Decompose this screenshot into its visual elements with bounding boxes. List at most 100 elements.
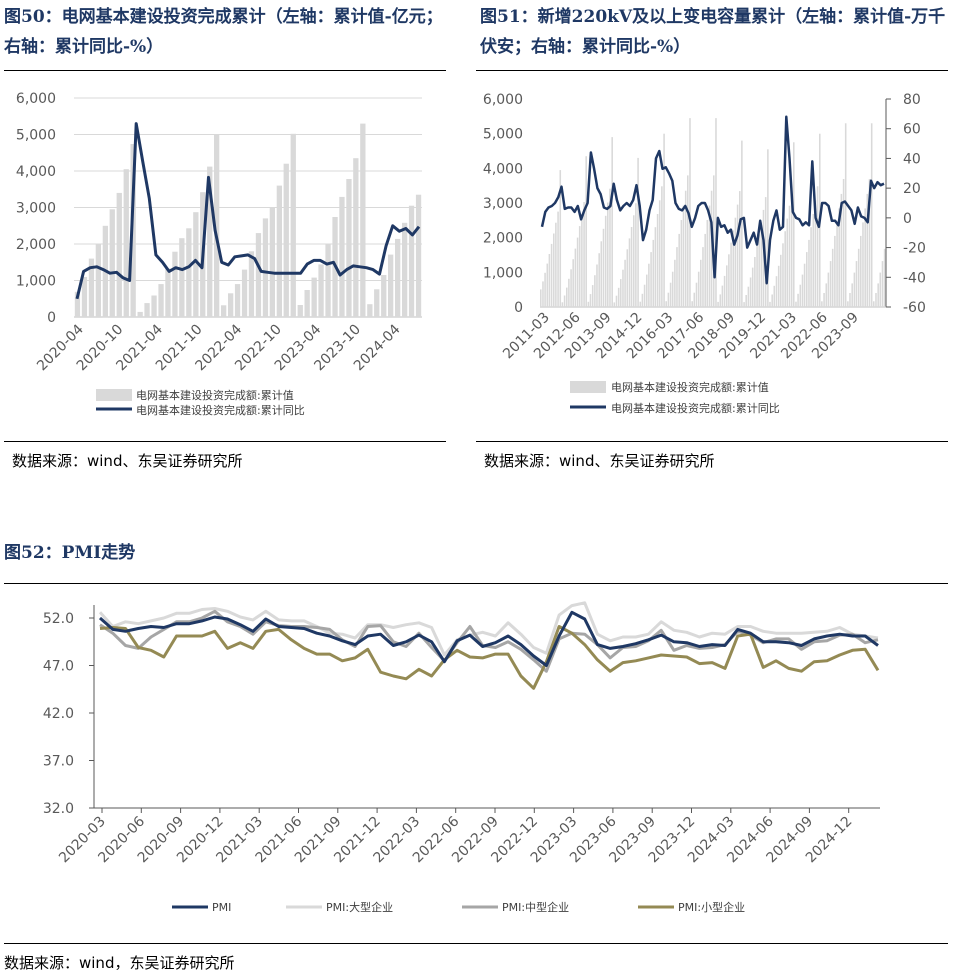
fig51-bar xyxy=(827,272,830,307)
fig51-bar xyxy=(793,142,795,307)
fig51-bar xyxy=(637,157,639,307)
fig51-bar xyxy=(767,149,769,307)
fig51-bar xyxy=(840,193,843,307)
fig51-bar xyxy=(719,294,722,307)
fig51-bar xyxy=(881,261,884,307)
fig51-bar xyxy=(540,289,542,307)
fig50-title: 图50：电网基本建设投资完成累计（左轴：累计值-亿元；右轴：累计同比-%） xyxy=(4,7,443,57)
fig50-y-tick-label: 5,000 xyxy=(16,128,56,144)
fig51-bar xyxy=(857,248,860,307)
fig51-bar xyxy=(658,200,661,307)
fig51-y-right-tick-label: -20 xyxy=(903,241,926,257)
fig51-bar xyxy=(786,218,789,307)
fig50-bar xyxy=(325,244,331,317)
fig51-y-left-tick-label: 5,000 xyxy=(483,127,523,143)
fig51-bar xyxy=(604,215,607,307)
fig51-y-left-tick-label: 4,000 xyxy=(483,161,523,177)
fig51-title: 图51：新增220kV及以上变电容量累计（左轴：累计值-万千伏安；右轴：累计同比… xyxy=(480,7,946,57)
fig51-bar xyxy=(868,179,871,307)
fig51-legend-label-bar: 电网基本建设投资完成额:累计值 xyxy=(611,380,769,394)
fig50-bar xyxy=(207,166,213,317)
fig50-y-tick-label: 3,000 xyxy=(16,201,56,217)
fig51-bar xyxy=(825,283,828,307)
fig51-bar xyxy=(831,248,834,307)
fig51-bar xyxy=(862,222,864,307)
fig51-bar xyxy=(689,118,691,307)
fig51-bar xyxy=(777,265,780,307)
fig51-bar xyxy=(704,233,706,307)
fig51-bar xyxy=(680,220,683,307)
fig51-bar xyxy=(682,205,685,307)
fig50-bar xyxy=(179,238,185,317)
fig51-bar xyxy=(851,283,853,307)
fig51-bar xyxy=(870,123,873,307)
fig51-bar xyxy=(713,175,715,307)
fig52-y-tick-label: 52.0 xyxy=(43,611,74,627)
fig51-y-right-tick-label: -40 xyxy=(903,270,926,286)
fig51-bar xyxy=(598,253,600,307)
fig51-bar xyxy=(730,242,732,307)
fig50-bar xyxy=(234,284,241,317)
fig50-source: 数据来源：wind、东吴证券研究所 xyxy=(12,452,243,470)
fig50-bar xyxy=(262,218,269,317)
fig51-bar xyxy=(749,277,752,307)
fig51-bar xyxy=(676,247,678,307)
fig51-bar xyxy=(639,301,642,307)
fig51-bar xyxy=(611,137,613,307)
fig50-bar xyxy=(367,304,373,317)
fig50-bar xyxy=(228,293,234,317)
fig51-bar xyxy=(723,275,726,307)
fig50-y-tick-label: 2,000 xyxy=(16,237,56,253)
fig50-bar xyxy=(402,222,408,317)
fig51-legend-swatch-bar xyxy=(570,381,606,393)
fig50-bar xyxy=(388,254,394,317)
fig51-bar xyxy=(652,239,655,307)
fig51-bar xyxy=(790,192,793,307)
fig51-bar xyxy=(803,263,806,307)
fig51-bar xyxy=(622,269,624,307)
fig51-bar xyxy=(829,261,832,307)
fig50-bar xyxy=(304,290,310,317)
fig51-bar xyxy=(773,285,776,307)
fig52-legend-label-3: PMI:小型企业 xyxy=(678,900,745,914)
fig51-bar xyxy=(656,214,659,307)
fig50-bar xyxy=(415,194,422,317)
fig51-bar xyxy=(717,301,719,307)
fig51-bar xyxy=(788,205,791,307)
fig50-legend-label-bar: 电网基本建设投资完成额:累计值 xyxy=(136,388,294,402)
fig50-bar xyxy=(137,311,143,317)
fig50-y-tick-label: 4,000 xyxy=(16,164,56,180)
fig50-bottom-rule xyxy=(4,441,446,442)
fig51-bar xyxy=(635,203,637,307)
fig51-bar xyxy=(620,279,622,307)
fig51-bar xyxy=(784,231,786,307)
fig51-bar xyxy=(797,293,799,307)
fig50-bar xyxy=(311,277,317,317)
fig51-bar xyxy=(646,274,648,307)
fig51-y-right-tick-label: -60 xyxy=(903,300,926,316)
fig51-bar xyxy=(883,248,886,307)
fig52-y-tick-label: 42.0 xyxy=(43,706,74,722)
fig50-bar xyxy=(74,291,81,317)
fig51-bar xyxy=(550,243,553,307)
fig51-bar xyxy=(684,190,687,307)
fig51-bar xyxy=(650,252,652,307)
fig51-y-left-tick-label: 2,000 xyxy=(483,231,523,247)
fig50-bar xyxy=(408,205,415,317)
fig51-bar xyxy=(648,263,650,307)
fig51-bar xyxy=(607,202,609,307)
fig51-bar xyxy=(812,214,815,307)
fig50-bar xyxy=(255,233,262,317)
fig52-source: 数据来源：wind，东吴证券研究所 xyxy=(4,954,235,972)
fig51-bar xyxy=(801,274,804,307)
fig51-bar xyxy=(678,233,680,307)
fig51-y-right-tick-label: 40 xyxy=(903,151,921,167)
fig51-y-left-tick-label: 3,000 xyxy=(483,196,523,212)
fig51-bar xyxy=(663,133,665,307)
fig51-bar xyxy=(710,190,713,307)
fig51-bar xyxy=(667,292,670,307)
fig50-legend-label-line: 电网基本建设投资完成额:累计同比 xyxy=(136,403,305,417)
fig51-bar xyxy=(561,302,564,307)
fig51-bar xyxy=(879,272,882,307)
